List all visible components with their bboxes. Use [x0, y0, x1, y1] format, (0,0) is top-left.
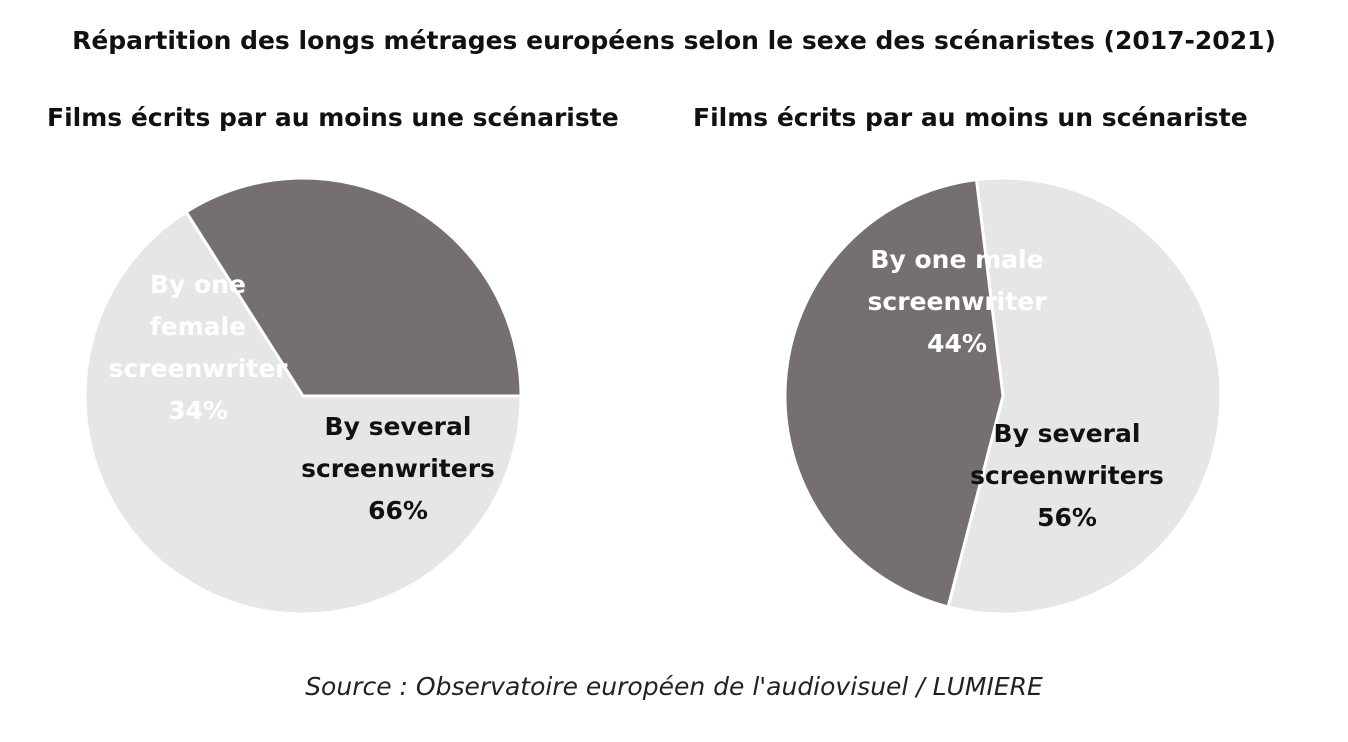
pie-1-slice-1-label-line: screenwriter: [868, 287, 1048, 316]
pie-1-slice-0-label-line: screenwriters: [970, 461, 1164, 490]
chart-main-title: Répartition des longs métrages européens…: [72, 26, 1276, 55]
pie-0-slice-1-label-line: female: [150, 312, 246, 341]
pie-0-slice-1-label-line: screenwriter: [109, 354, 289, 383]
pie-1-slice-0-label-line: 56%: [1037, 503, 1097, 532]
pie-left-title: Films écrits par au moins une scénariste: [47, 103, 619, 132]
pie-0-slice-0-label-line: screenwriters: [301, 454, 495, 483]
pie-1-slice-1-label: By one male screenwriter 44%: [868, 245, 1048, 358]
pie-0-slice-0-label-line: By several: [325, 412, 472, 441]
pie-0-slice-0-label: By several screenwriters 66%: [301, 412, 495, 525]
pie-1-slice-1-label-line: By one male: [870, 245, 1043, 274]
pie-0-slice-1-label-line: 34%: [168, 396, 228, 425]
pie-1-slice-1: [783, 177, 1005, 609]
pie-1-slice-0: [946, 176, 1223, 616]
pie-0-slice-0: [83, 209, 523, 616]
pie-1-slice-1-label-line: 44%: [927, 329, 987, 358]
pie-0-slice-1: [184, 176, 523, 398]
pie-0-slice-1-label-line: By one: [150, 270, 246, 299]
source-note: Source : Observatoire européen de l'audi…: [305, 672, 1043, 701]
pie-1-slice-0-label: By several screenwriters 56%: [970, 419, 1164, 532]
pie-0-slice-1-label: By one female screenwriter 34%: [109, 270, 289, 425]
pie-0-slice-0-label-line: 66%: [368, 496, 428, 525]
pie-1-slice-0-label-line: By several: [994, 419, 1141, 448]
pie-right-title: Films écrits par au moins un scénariste: [693, 103, 1248, 132]
